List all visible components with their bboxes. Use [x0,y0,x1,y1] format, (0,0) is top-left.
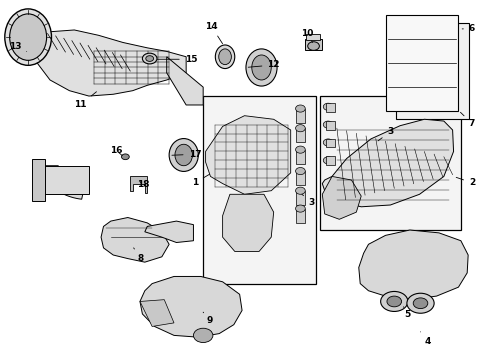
Circle shape [295,125,305,132]
Ellipse shape [218,49,231,64]
Polygon shape [32,158,45,202]
Polygon shape [42,166,84,199]
Circle shape [406,293,433,313]
Circle shape [121,154,129,159]
Bar [319,96,460,230]
Text: 11: 11 [74,92,96,109]
Bar [295,191,304,205]
Bar [325,121,335,130]
Polygon shape [140,300,174,327]
Text: 17: 17 [172,150,201,159]
Polygon shape [144,221,193,243]
Ellipse shape [175,144,192,166]
Bar [295,128,304,143]
Circle shape [307,42,319,50]
Circle shape [193,328,212,342]
Polygon shape [222,194,273,251]
Bar [385,15,458,111]
Polygon shape [205,116,290,194]
Text: 15: 15 [157,55,197,64]
Bar [325,103,335,112]
Text: 2: 2 [455,177,474,187]
Bar [203,96,316,284]
Circle shape [323,121,332,128]
Ellipse shape [169,139,198,171]
Text: 3: 3 [301,194,314,207]
Polygon shape [130,176,147,193]
Bar [295,208,304,223]
Ellipse shape [10,14,46,60]
Text: 14: 14 [204,22,222,44]
Text: 1: 1 [191,174,209,187]
Circle shape [323,157,332,164]
Polygon shape [305,33,319,40]
Circle shape [323,139,332,146]
Circle shape [295,167,305,175]
Circle shape [295,146,305,153]
Circle shape [142,53,157,64]
Text: 18: 18 [137,180,149,189]
Ellipse shape [215,45,234,68]
Circle shape [145,56,153,62]
Ellipse shape [251,55,271,80]
Ellipse shape [5,9,51,65]
Text: 6: 6 [461,24,474,33]
Text: 12: 12 [248,60,279,69]
Circle shape [386,296,401,307]
Text: 8: 8 [133,248,144,263]
Polygon shape [42,166,89,194]
Polygon shape [101,217,169,262]
Circle shape [412,298,427,309]
Circle shape [295,205,305,212]
Bar [295,109,304,123]
Text: 16: 16 [110,146,122,156]
Bar [295,150,304,164]
Circle shape [295,187,305,194]
Text: 5: 5 [403,307,410,319]
Text: 3: 3 [377,127,393,141]
Text: 10: 10 [300,29,312,42]
Polygon shape [322,119,453,207]
Polygon shape [322,176,361,219]
Bar [325,139,335,148]
Bar [325,157,335,165]
Text: 4: 4 [420,332,429,346]
Circle shape [295,105,305,112]
Polygon shape [30,30,186,96]
Bar [295,171,304,185]
Circle shape [380,292,407,311]
Text: 7: 7 [460,112,474,128]
Polygon shape [305,39,322,50]
Polygon shape [358,230,467,300]
Bar [395,23,468,119]
Text: 9: 9 [203,312,212,324]
Circle shape [323,103,332,111]
Text: 13: 13 [9,42,27,51]
Ellipse shape [245,49,277,86]
Polygon shape [140,276,242,337]
Polygon shape [166,57,203,105]
